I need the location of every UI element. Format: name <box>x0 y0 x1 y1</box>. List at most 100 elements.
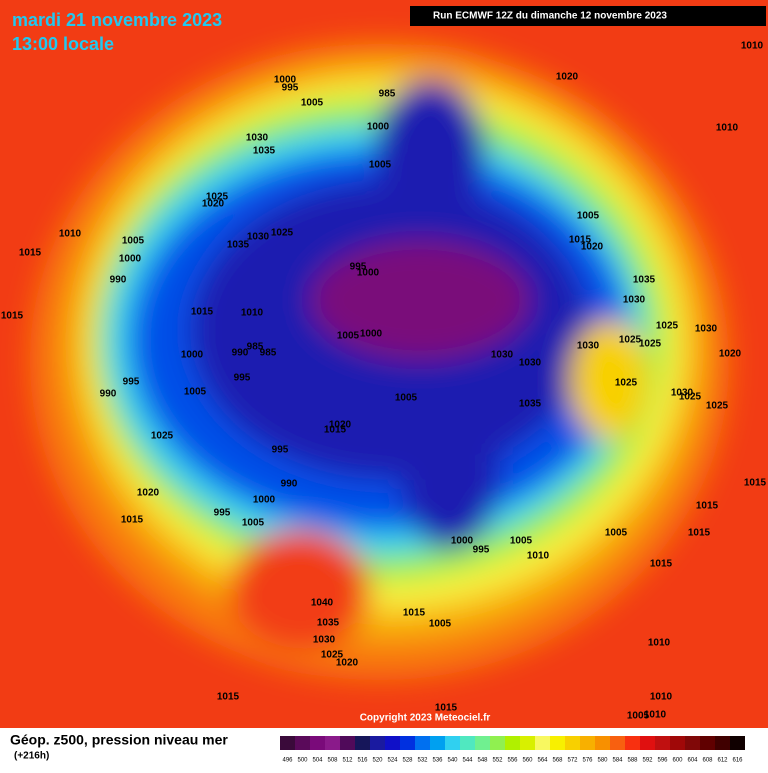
color-swatch <box>385 736 400 750</box>
color-swatch <box>325 736 340 750</box>
isobar-label: 1030 <box>695 324 718 335</box>
isobar-label: 995 <box>350 262 367 273</box>
isobar-label: 1025 <box>321 650 344 661</box>
color-swatch <box>340 736 355 750</box>
colorbar-label: 500 <box>297 758 308 764</box>
isobar-label: 1015 <box>191 307 214 318</box>
colorbar-label: 524 <box>387 758 398 764</box>
colorbar-label: 588 <box>627 758 638 764</box>
isobar-label: 1005 <box>369 160 392 171</box>
colorbar: 496 500 504 508 512 516 520 524 528 532 536 540 544 5… <box>280 736 745 764</box>
isobar-label: 1030 <box>491 350 514 361</box>
isobar-label: 1020 <box>581 242 604 253</box>
isobar-label: 1020 <box>336 658 359 669</box>
isobar-label: 1015 <box>121 515 144 526</box>
lead-time: (+216h) <box>14 751 49 762</box>
color-swatch <box>715 736 730 750</box>
isobar-label: 995 <box>234 373 251 384</box>
map <box>0 0 768 728</box>
isobar-label: 995 <box>214 508 231 519</box>
isobar-label: 1025 <box>679 392 702 403</box>
color-swatch <box>535 736 550 750</box>
isobar-label: 990 <box>100 389 117 400</box>
isobar-label: 985 <box>260 348 277 359</box>
isobar-label: 1020 <box>719 349 742 360</box>
color-swatch <box>625 736 640 750</box>
isobar-label: 995 <box>123 377 140 388</box>
isobar-label: 1005 <box>301 98 324 109</box>
isobar-label: 1015 <box>1 311 24 322</box>
isobar-label: 1025 <box>206 192 229 203</box>
isobar-label: 1025 <box>619 335 642 346</box>
isobar-label: 1005 <box>577 211 600 222</box>
isobar-label: 1005 <box>242 518 265 529</box>
color-swatch <box>310 736 325 750</box>
copyright: Copyright 2023 Meteociel.fr <box>360 713 491 724</box>
colorbar-label: 604 <box>687 758 698 764</box>
isobar-label: 1005 <box>337 331 360 342</box>
colorbar-label: 616 <box>732 758 743 764</box>
isobar-label: 1010 <box>648 638 671 649</box>
colorbar-label: 592 <box>642 758 653 764</box>
colorbar-label: 544 <box>462 758 473 764</box>
isobar-label: 1035 <box>253 146 276 157</box>
color-swatch <box>685 736 700 750</box>
run-box <box>410 6 766 26</box>
colorbar-label: 600 <box>672 758 683 764</box>
colorbar-label: 512 <box>342 758 353 764</box>
colorbar-label: 580 <box>597 758 608 764</box>
colorbar-label: 532 <box>417 758 428 764</box>
colorbar-label: 568 <box>552 758 563 764</box>
isobar-label: 1010 <box>650 692 673 703</box>
isobar-label: 990 <box>110 275 127 286</box>
isobar-label: 1015 <box>19 248 42 259</box>
colorbar-label: 612 <box>717 758 728 764</box>
color-swatch <box>610 736 625 750</box>
isobar-label: 1010 <box>59 229 82 240</box>
isobar-label: 1020 <box>202 199 225 210</box>
isobar-label: 1015 <box>688 528 711 539</box>
isobar-label: 1000 <box>119 254 142 265</box>
isobar-label: 1000 <box>274 75 297 86</box>
isobar-label: 1000 <box>357 268 380 279</box>
isobar-label: 1025 <box>706 401 729 412</box>
isobar-label: 985 <box>247 342 264 353</box>
color-swatch <box>550 736 565 750</box>
isobar-label: 990 <box>232 348 249 359</box>
colorbar-label: 564 <box>537 758 548 764</box>
colorbar-label: 548 <box>477 758 488 764</box>
isobar-label: 1015 <box>650 559 673 570</box>
color-swatch <box>280 736 295 750</box>
color-swatch <box>430 736 445 750</box>
isobar-label: 1015 <box>744 478 767 489</box>
isobar-label: 1005 <box>429 619 452 630</box>
color-swatch <box>415 736 430 750</box>
color-swatch <box>595 736 610 750</box>
isobar-label: 1030 <box>577 341 600 352</box>
isobar-label: 1015 <box>324 425 347 436</box>
isobar-label: 1015 <box>435 703 458 714</box>
isobar-label: 1025 <box>656 321 679 332</box>
isobar-label: 1005 <box>395 393 418 404</box>
isobar-label: 1005 <box>122 236 145 247</box>
isobar-label: 995 <box>282 83 299 94</box>
colorbar-label: 508 <box>327 758 338 764</box>
isobar-label: 990 <box>281 479 298 490</box>
color-swatch <box>670 736 685 750</box>
isobar-label: 1030 <box>671 388 694 399</box>
colorbar-label: 516 <box>357 758 368 764</box>
legend-title: Géop. z500, pression niveau mer <box>10 732 228 748</box>
colorbar-label: 540 <box>447 758 458 764</box>
isobar-label: 1035 <box>519 399 542 410</box>
isobar-label: 1000 <box>367 122 390 133</box>
colorbar-label: 536 <box>432 758 443 764</box>
isobar-label: 995 <box>272 445 289 456</box>
color-swatch <box>445 736 460 750</box>
colorbar-label: 576 <box>582 758 593 764</box>
run-info: Run ECMWF 12Z du dimanche 12 novembre 20… <box>433 11 667 22</box>
isobar-label: 1005 <box>184 387 207 398</box>
isobar-label: 985 <box>379 89 396 100</box>
isobar-label: 1015 <box>403 608 426 619</box>
isobar-label: 1025 <box>151 431 174 442</box>
color-swatch <box>505 736 520 750</box>
